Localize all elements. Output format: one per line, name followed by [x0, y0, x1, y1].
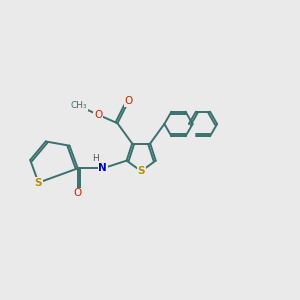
Text: O: O [74, 188, 82, 198]
Text: O: O [124, 96, 133, 106]
Text: S: S [137, 166, 145, 176]
Text: N: N [98, 164, 107, 173]
Text: H: H [92, 154, 99, 163]
Text: S: S [35, 178, 42, 188]
Text: O: O [94, 110, 102, 120]
Text: CH₃: CH₃ [70, 101, 87, 110]
